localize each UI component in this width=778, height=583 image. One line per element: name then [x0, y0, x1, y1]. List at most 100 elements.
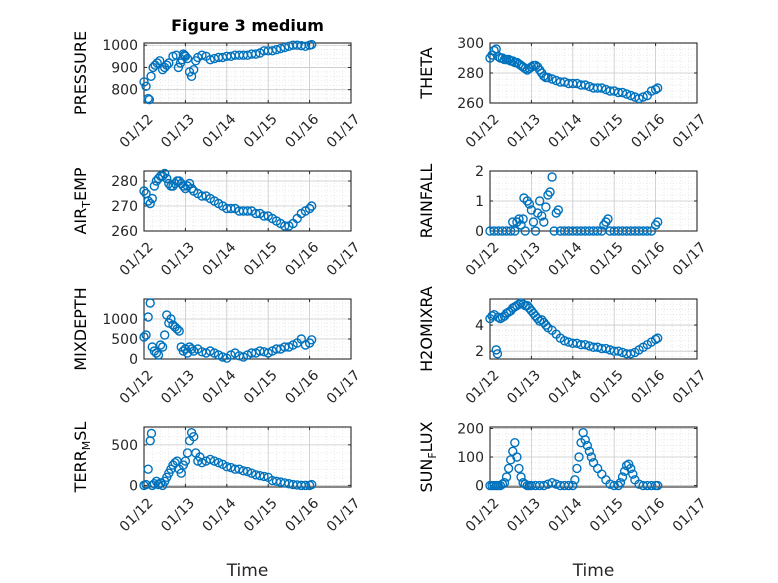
data-point	[497, 479, 508, 489]
data-point	[164, 58, 174, 68]
x-tick-label: 01/17	[324, 111, 364, 151]
data-point	[259, 471, 269, 482]
data-point	[539, 71, 549, 81]
y-tick-label: 0	[475, 224, 484, 240]
x-tick-label: 01/14	[546, 367, 586, 407]
x-tick-label: 01/17	[670, 239, 710, 279]
data-point	[205, 54, 215, 65]
chart-row2-left: 260 270 280 01/12 01/13 01/14 01/15 01/16 01/17 A…	[71, 167, 364, 279]
x-tick-label: 01/15	[587, 239, 627, 279]
data-point	[139, 332, 149, 342]
data-point	[642, 226, 653, 236]
data-point	[603, 214, 613, 224]
data-point	[173, 62, 184, 73]
y-tick-label: 300	[457, 36, 484, 52]
axes-box	[489, 298, 698, 360]
x-tick-label: 01/15	[587, 495, 627, 535]
x-tick-label: 01/16	[628, 111, 668, 151]
x-tick-label: 01/14	[546, 495, 586, 535]
data-point	[145, 198, 155, 209]
data-point	[510, 438, 520, 448]
data-point	[166, 314, 176, 324]
data-point	[615, 478, 626, 488]
data-point	[541, 320, 551, 330]
x-tick-label: 01/14	[200, 111, 240, 151]
data-point	[586, 452, 597, 462]
data-point	[217, 352, 228, 362]
chart-title: Figure 3 medium	[171, 16, 324, 35]
chart-top-right: 260 280 300 01/12 01/13 01/14 01/15 01/16 01/17 T…	[417, 36, 710, 151]
x-tick-label: 01/13	[504, 367, 544, 407]
y-tick-label: 500	[111, 332, 138, 348]
y-tick-label: 2	[475, 344, 484, 360]
data-point	[541, 202, 551, 212]
data-point	[157, 342, 168, 352]
data-point	[539, 480, 549, 491]
x-tick-label: 01/13	[504, 495, 544, 535]
data-point	[580, 80, 590, 90]
x-tick-label: 01/12	[117, 111, 157, 151]
y-tick-label: 0	[129, 478, 138, 494]
chart-top-left: 800 900 1000 01/12 01/13 01/14 01/15 01/16 01/17…	[71, 16, 364, 151]
data-point	[222, 462, 232, 472]
data-point	[251, 49, 261, 59]
data-point	[580, 339, 590, 350]
data-point	[634, 93, 644, 104]
data-point	[300, 480, 311, 491]
data-point	[623, 459, 634, 469]
data-point	[267, 46, 278, 56]
data-point	[570, 475, 580, 485]
x-tick-label: 01/13	[158, 239, 198, 279]
x-tick-label: 01/15	[241, 111, 281, 151]
data-point	[209, 456, 220, 466]
data-point	[539, 217, 549, 227]
data-point	[537, 211, 547, 221]
data-point	[304, 203, 315, 214]
x-tick-label: 01/12	[117, 239, 157, 279]
data-point	[547, 74, 557, 84]
data-point	[306, 39, 317, 50]
x-tick-label: 01/17	[670, 495, 710, 535]
y-axis-label: H2OMIXRA	[417, 286, 436, 372]
data-point	[170, 457, 180, 468]
data-point	[280, 221, 290, 231]
data-point	[186, 183, 197, 194]
y-axis-label: AIRTEMP	[71, 167, 93, 234]
data-point	[520, 63, 530, 74]
y-tick-label: 260	[457, 96, 484, 112]
data-point	[246, 348, 257, 358]
x-tick-label: 01/17	[324, 239, 364, 279]
axes-box	[143, 42, 352, 104]
x-tick-label: 01/16	[628, 367, 668, 407]
data-point	[492, 349, 503, 359]
data-point	[545, 187, 555, 197]
data-point	[601, 343, 611, 354]
data-point	[487, 311, 497, 321]
data-point	[242, 206, 253, 216]
data-point	[524, 199, 535, 209]
data-point	[528, 217, 539, 227]
x-tick-label: 01/12	[463, 495, 503, 535]
data-point	[255, 346, 265, 356]
data-point	[246, 468, 257, 478]
data-point	[626, 90, 636, 101]
data-point	[568, 480, 578, 491]
x-tick-label: 01/13	[504, 239, 544, 279]
data-point	[143, 93, 153, 104]
data-point	[530, 226, 541, 236]
data-point	[205, 454, 215, 465]
data-point	[188, 432, 199, 442]
data-point	[259, 211, 269, 221]
data-point	[592, 226, 603, 236]
y-tick-label: 800	[111, 83, 138, 99]
y-axis-label: PRESSURE	[71, 31, 90, 115]
x-tick-label: 01/14	[200, 239, 240, 279]
data-point	[613, 346, 624, 356]
data-point	[139, 77, 149, 87]
x-tick-label: 01/17	[324, 367, 364, 407]
data-point	[617, 472, 628, 482]
y-tick-label: 1	[475, 194, 484, 210]
data-point	[306, 201, 317, 211]
data-point	[150, 60, 160, 70]
data-point	[242, 466, 253, 477]
